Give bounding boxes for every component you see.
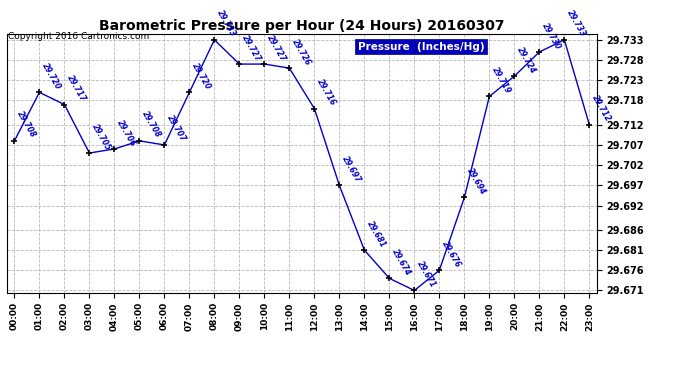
Text: 29.719: 29.719	[491, 66, 513, 95]
Text: 29.708: 29.708	[16, 110, 38, 140]
Text: 29.705: 29.705	[90, 122, 113, 152]
Text: 29.727: 29.727	[241, 33, 263, 63]
Text: 29.674: 29.674	[391, 248, 413, 277]
Text: 29.697: 29.697	[341, 154, 363, 184]
Text: 29.726: 29.726	[290, 37, 313, 67]
Text: 29.716: 29.716	[315, 78, 338, 107]
Text: Pressure  (Inches/Hg): Pressure (Inches/Hg)	[358, 42, 484, 51]
Text: 29.724: 29.724	[515, 45, 538, 75]
Text: 29.707: 29.707	[166, 114, 188, 144]
Text: 29.717: 29.717	[66, 74, 88, 103]
Text: 29.706: 29.706	[116, 118, 138, 148]
Text: 29.712: 29.712	[591, 94, 613, 123]
Text: 29.733: 29.733	[216, 9, 238, 39]
Text: 29.694: 29.694	[466, 166, 488, 196]
Text: 29.720: 29.720	[41, 62, 63, 91]
Text: 29.676: 29.676	[441, 239, 463, 269]
Text: 29.671: 29.671	[415, 260, 438, 289]
Text: Copyright 2016 Cartronics.com: Copyright 2016 Cartronics.com	[8, 32, 150, 41]
Text: 29.730: 29.730	[540, 21, 563, 51]
Text: 29.708: 29.708	[141, 110, 163, 140]
Text: 29.720: 29.720	[190, 62, 213, 91]
Text: 29.733: 29.733	[566, 9, 588, 39]
Text: 29.727: 29.727	[266, 33, 288, 63]
Title: Barometric Pressure per Hour (24 Hours) 20160307: Barometric Pressure per Hour (24 Hours) …	[99, 19, 504, 33]
Text: 29.681: 29.681	[366, 219, 388, 249]
